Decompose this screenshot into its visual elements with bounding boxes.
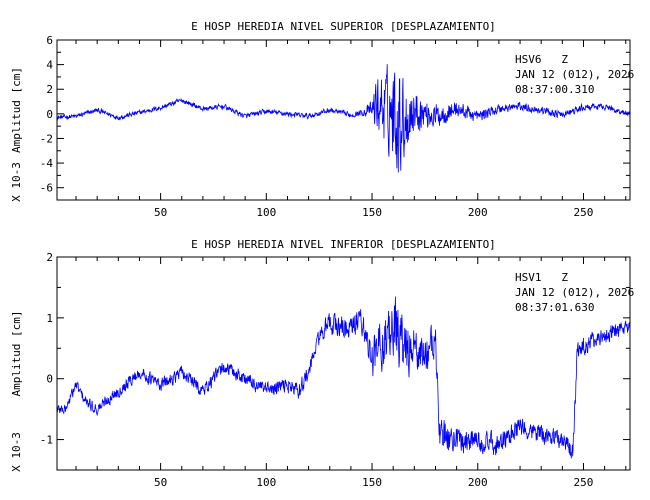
upper-seismogram-plot: 50 100 150 200 250 -6 -4 -2 0 2 4 6 Amplitud [cm] X 1… (10, 34, 631, 219)
lower-y-scale-label: X 10-3 (10, 432, 23, 472)
upper-x-tick-label: 200 (468, 206, 488, 219)
upper-y-axis-label: Amplitud [cm] (10, 67, 23, 153)
lower-y-tick-label: 0 (46, 373, 53, 386)
upper-y-tick-label: -4 (40, 157, 54, 170)
upper-y-tick-label: 0 (46, 108, 53, 121)
upper-y-scale-label: X 10-3 (10, 162, 23, 202)
lower-station-info: HSV1 Z JAN 12 (012), 2026 08:37:01.630 (515, 270, 634, 315)
upper-chart-title: E HOSP HEREDIA NIVEL SUPERIOR [DESPLAZAM… (191, 20, 496, 33)
upper-plot-frame (56, 39, 631, 201)
upper-y-tick-label: -6 (40, 182, 53, 195)
upper-station-code: HSV6 Z (515, 53, 568, 66)
upper-y-tick-label: 4 (46, 59, 53, 72)
lower-station-time: 08:37:01.630 (515, 301, 595, 314)
upper-y-tick-label: -2 (40, 132, 53, 145)
upper-x-tick-label: 250 (574, 206, 594, 219)
lower-plot-frame (56, 256, 631, 471)
lower-station-date: JAN 12 (012), 2026 (515, 286, 635, 299)
lower-y-tick-label: -1 (40, 434, 53, 447)
lower-x-tick-label: 150 (362, 476, 382, 489)
lower-y-axis-label: Amplitud [cm] (10, 310, 23, 396)
lower-x-tick-label: 100 (256, 476, 276, 489)
upper-x-tick-label: 100 (256, 206, 276, 219)
upper-y-tick-label: 2 (46, 83, 53, 96)
upper-station-date: JAN 12 (012), 2026 (515, 68, 635, 81)
lower-waveform-series (56, 296, 631, 459)
lower-x-tick-label: 200 (468, 476, 488, 489)
lower-y-tick-label: 1 (46, 312, 53, 325)
lower-seismogram-plot: 50 100 150 200 250 -1 0 1 2 Amplitud [cm] X 10-3 (10, 251, 631, 489)
lower-station-code: HSV1 Z (515, 271, 568, 284)
lower-x-tick-label: 250 (574, 476, 594, 489)
upper-station-time: 08:37:00.310 (515, 83, 595, 96)
upper-x-tick-label: 150 (362, 206, 382, 219)
upper-station-info: HSV6 Z JAN 12 (012), 2026 08:37:00.310 (515, 52, 634, 97)
upper-waveform-series (56, 64, 631, 173)
lower-y-tick-label: 2 (46, 251, 53, 264)
lower-x-tick-label: 50 (154, 476, 167, 489)
upper-x-tick-label: 50 (154, 206, 167, 219)
lower-chart-title: E HOSP HEREDIA NIVEL INFERIOR [DESPLAZAM… (191, 238, 496, 251)
upper-y-tick-label: 6 (46, 34, 53, 47)
